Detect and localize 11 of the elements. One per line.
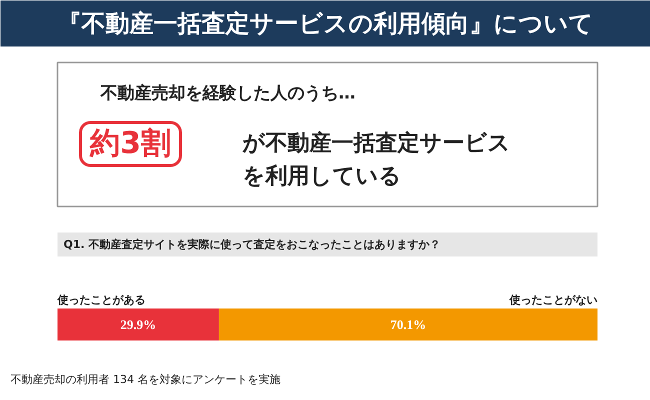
text: 不動産売却の利用者 134 名を対象にアンケートを実施 — [10, 373, 280, 386]
series-label: 使ったことがある — [56, 294, 146, 306]
data-label: 70.1% — [390, 317, 426, 332]
text: 不動産売却を経験した人のうち… — [100, 84, 356, 104]
chart-subtitle: Q1. 不動産査定サイトを実際に使って査定をおこなったことはありますか？ — [64, 238, 441, 251]
data-label: 29.9% — [120, 317, 156, 332]
text: を利用している — [242, 164, 402, 189]
chart-title: 『不動産一括査定サービスの利用傾向』について — [58, 10, 594, 38]
text: が不動産一括査定サービス — [242, 130, 510, 156]
series-label: 使ったことがない — [508, 294, 598, 306]
text: 約3割 — [89, 126, 171, 161]
